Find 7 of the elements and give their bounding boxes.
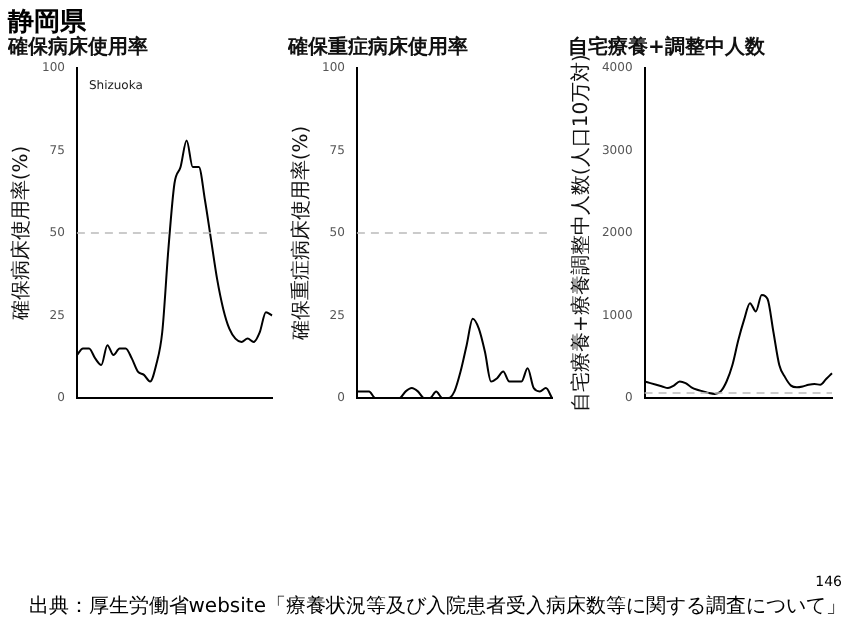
y-axis-title: 自宅療養+療養調整中人数(人口10万対) [569, 53, 594, 412]
source-note: 出典：厚生労働省website「療養状況等及び入院患者受入病床数等に関する調査について」 [28, 593, 846, 620]
y-axis-title: 確保病床使用率(%) [9, 145, 34, 323]
chart-title: 確保重症病床使用率 [286, 35, 468, 60]
text: 静岡県 [8, 6, 86, 38]
chart-title: 確保病床使用率 [6, 35, 148, 60]
y-axis-title: 確保重症病床使用率(%) [289, 125, 314, 343]
